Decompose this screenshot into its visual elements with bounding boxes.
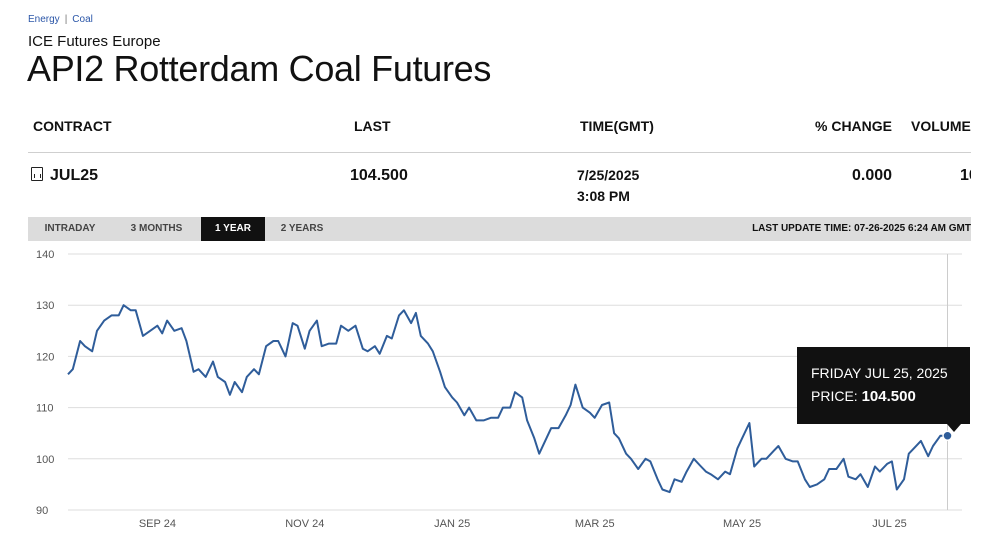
last-price: 104.500 bbox=[350, 167, 408, 184]
x-tick-label-mar-25: MAR 25 bbox=[575, 518, 615, 530]
trade-date: 7/25/2025 bbox=[577, 167, 640, 183]
header-volume: VOLUME bbox=[911, 118, 971, 134]
header-time: TIME(GMT) bbox=[580, 118, 654, 134]
x-tick-label-may-25: MAY 25 bbox=[723, 518, 761, 530]
breadcrumb-link-energy[interactable]: Energy bbox=[28, 14, 60, 25]
trade-time: 7/25/2025 3:08 PM bbox=[577, 165, 639, 207]
y-tick-label-90: 90 bbox=[36, 505, 48, 517]
volume-value: 10 bbox=[960, 167, 971, 184]
tab-intraday[interactable]: INTRADAY bbox=[44, 223, 96, 234]
x-tick-label-jul-25: JUL 25 bbox=[872, 518, 906, 530]
header-last: LAST bbox=[354, 118, 391, 134]
x-tick-label-nov-24: NOV 24 bbox=[285, 518, 324, 530]
document-chart-icon bbox=[31, 167, 43, 181]
tooltip-price-label: PRICE: bbox=[811, 388, 858, 404]
percent-change: 0.000 bbox=[852, 167, 893, 184]
price-tooltip: FRIDAY JUL 25, 2025 PRICE: 104.500 bbox=[797, 347, 970, 432]
quote-table: CONTRACT LAST TIME(GMT) % CHANGE VOLUME … bbox=[28, 112, 971, 212]
tooltip-date: FRIDAY JUL 25, 2025 bbox=[811, 365, 948, 381]
y-tick-label-120: 120 bbox=[36, 351, 54, 363]
tab-3-months[interactable]: 3 MONTHS bbox=[130, 223, 183, 234]
y-tick-label-130: 130 bbox=[36, 300, 54, 312]
exchange-name: ICE Futures Europe bbox=[28, 33, 161, 50]
y-tick-label-140: 140 bbox=[36, 249, 54, 261]
header-change: % CHANGE bbox=[815, 118, 893, 134]
tooltip-price-value: 104.500 bbox=[861, 388, 916, 405]
y-tick-label-100: 100 bbox=[36, 454, 54, 466]
header-contract: CONTRACT bbox=[33, 118, 112, 134]
breadcrumb: Energy | Coal bbox=[28, 14, 93, 25]
last-update-time: LAST UPDATE TIME: 07-26-2025 6:24 AM GMT bbox=[752, 223, 971, 234]
price-series-line bbox=[67, 304, 948, 494]
x-axis-ticks: SEP 24 NOV 24 JAN 25 MAR 25 MAY 25 JUL 25 bbox=[139, 518, 907, 530]
header-divider bbox=[28, 152, 971, 153]
page-title: API2 Rotterdam Coal Futures bbox=[27, 48, 492, 89]
x-tick-label-sep-24: SEP 24 bbox=[139, 518, 176, 530]
range-tab-bar: INTRADAY 3 MONTHS 1 YEAR 2 YEARS LAST UP… bbox=[28, 217, 971, 241]
tooltip-price: PRICE: 104.500 bbox=[811, 388, 916, 405]
y-axis-ticks: 90 100 110 120 130 140 bbox=[36, 249, 54, 517]
breadcrumb-link-coal[interactable]: Coal bbox=[72, 14, 93, 25]
contract-cell[interactable]: JUL25 bbox=[31, 167, 98, 185]
tab-1-year[interactable]: 1 YEAR bbox=[201, 217, 265, 241]
x-tick-label-jan-25: JAN 25 bbox=[434, 518, 470, 530]
trade-clock: 3:08 PM bbox=[577, 188, 630, 204]
contract-name[interactable]: JUL25 bbox=[50, 167, 99, 184]
tab-2-years[interactable]: 2 YEARS bbox=[280, 223, 324, 234]
y-tick-label-110: 110 bbox=[36, 403, 54, 415]
hover-point-marker bbox=[942, 430, 953, 442]
